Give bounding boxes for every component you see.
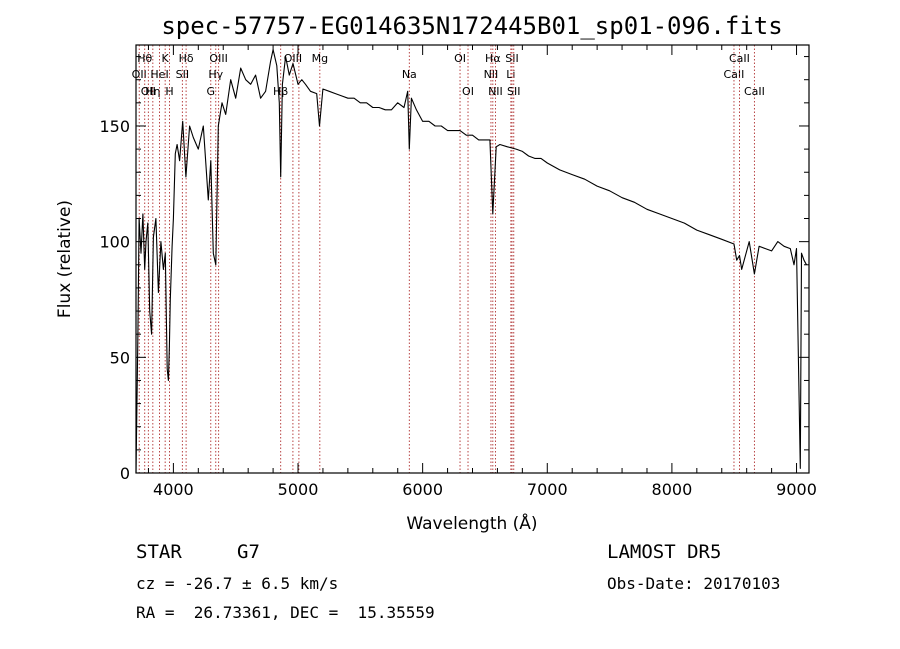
marker-label-27: CaII xyxy=(744,85,765,98)
marker-label-19: NII xyxy=(484,68,499,81)
x-tick-label: 9000 xyxy=(776,480,817,499)
marker-label-16: Na xyxy=(402,68,417,81)
marker-label-7: SII xyxy=(176,68,189,81)
marker-label-20: Hα xyxy=(485,52,501,65)
spectrum-line-0 xyxy=(135,49,807,474)
marker-label-9: G xyxy=(207,85,216,98)
marker-label-23: SII xyxy=(505,52,518,65)
marker-label-11: OIII xyxy=(209,52,227,65)
marker-label-1: Hθ xyxy=(137,52,152,65)
y-tick-label: 50 xyxy=(110,348,130,367)
marker-label-3: Hη xyxy=(145,85,160,98)
x-tick-label: 4000 xyxy=(153,480,194,499)
object-class: STAR xyxy=(136,541,182,563)
chart-title: spec-57757-EG014635N172445B01_sp01-096.f… xyxy=(161,12,782,40)
y-tick-label: 100 xyxy=(99,233,130,252)
survey-name: LAMOST DR5 xyxy=(607,541,722,563)
marker-label-15: Mg xyxy=(312,52,328,65)
plot-frame xyxy=(135,44,810,474)
marker-label-22: Li xyxy=(506,68,515,81)
y-tick-label: 0 xyxy=(120,464,130,483)
spectrum-series xyxy=(135,49,807,474)
y-tick-label: 150 xyxy=(99,117,130,136)
x-axis-label: Wavelength (Å) xyxy=(406,512,537,534)
marker-label-2: OII xyxy=(141,85,156,98)
marker-label-5: K xyxy=(162,52,170,65)
marker-label-17: OI xyxy=(454,52,466,65)
x-tick-label: 7000 xyxy=(527,480,568,499)
marker-label-4: HeI xyxy=(150,68,168,81)
marker-label-21: NII xyxy=(488,85,503,98)
marker-label-12: Hβ xyxy=(273,85,288,98)
marker-label-25: CaII xyxy=(724,68,745,81)
x-tick-label: 6000 xyxy=(402,480,443,499)
object-subclass: G7 xyxy=(237,541,260,563)
x-tick-label: 5000 xyxy=(278,480,319,499)
marker-label-13: OIII xyxy=(284,52,302,65)
coordinates: RA = 26.73361, DEC = 15.35559 xyxy=(136,603,435,622)
velocity: cz = -26.7 ± 6.5 km/s xyxy=(136,574,339,593)
axis-ticks: 4000 5000 6000 7000 8000 9000 0 50 100 150 xyxy=(99,45,817,499)
marker-label-8: Hδ xyxy=(179,52,194,65)
y-axis-label: Flux (relative) xyxy=(55,200,75,318)
marker-label-10: Hγ xyxy=(208,68,223,81)
marker-label-26: CaII xyxy=(729,52,750,65)
x-tick-label: 8000 xyxy=(652,480,693,499)
obs-date: Obs-Date: 20170103 xyxy=(607,574,781,593)
marker-label-24: SII xyxy=(507,85,520,98)
marker-label-18: OI xyxy=(462,85,474,98)
marker-label-6: H xyxy=(165,85,173,98)
